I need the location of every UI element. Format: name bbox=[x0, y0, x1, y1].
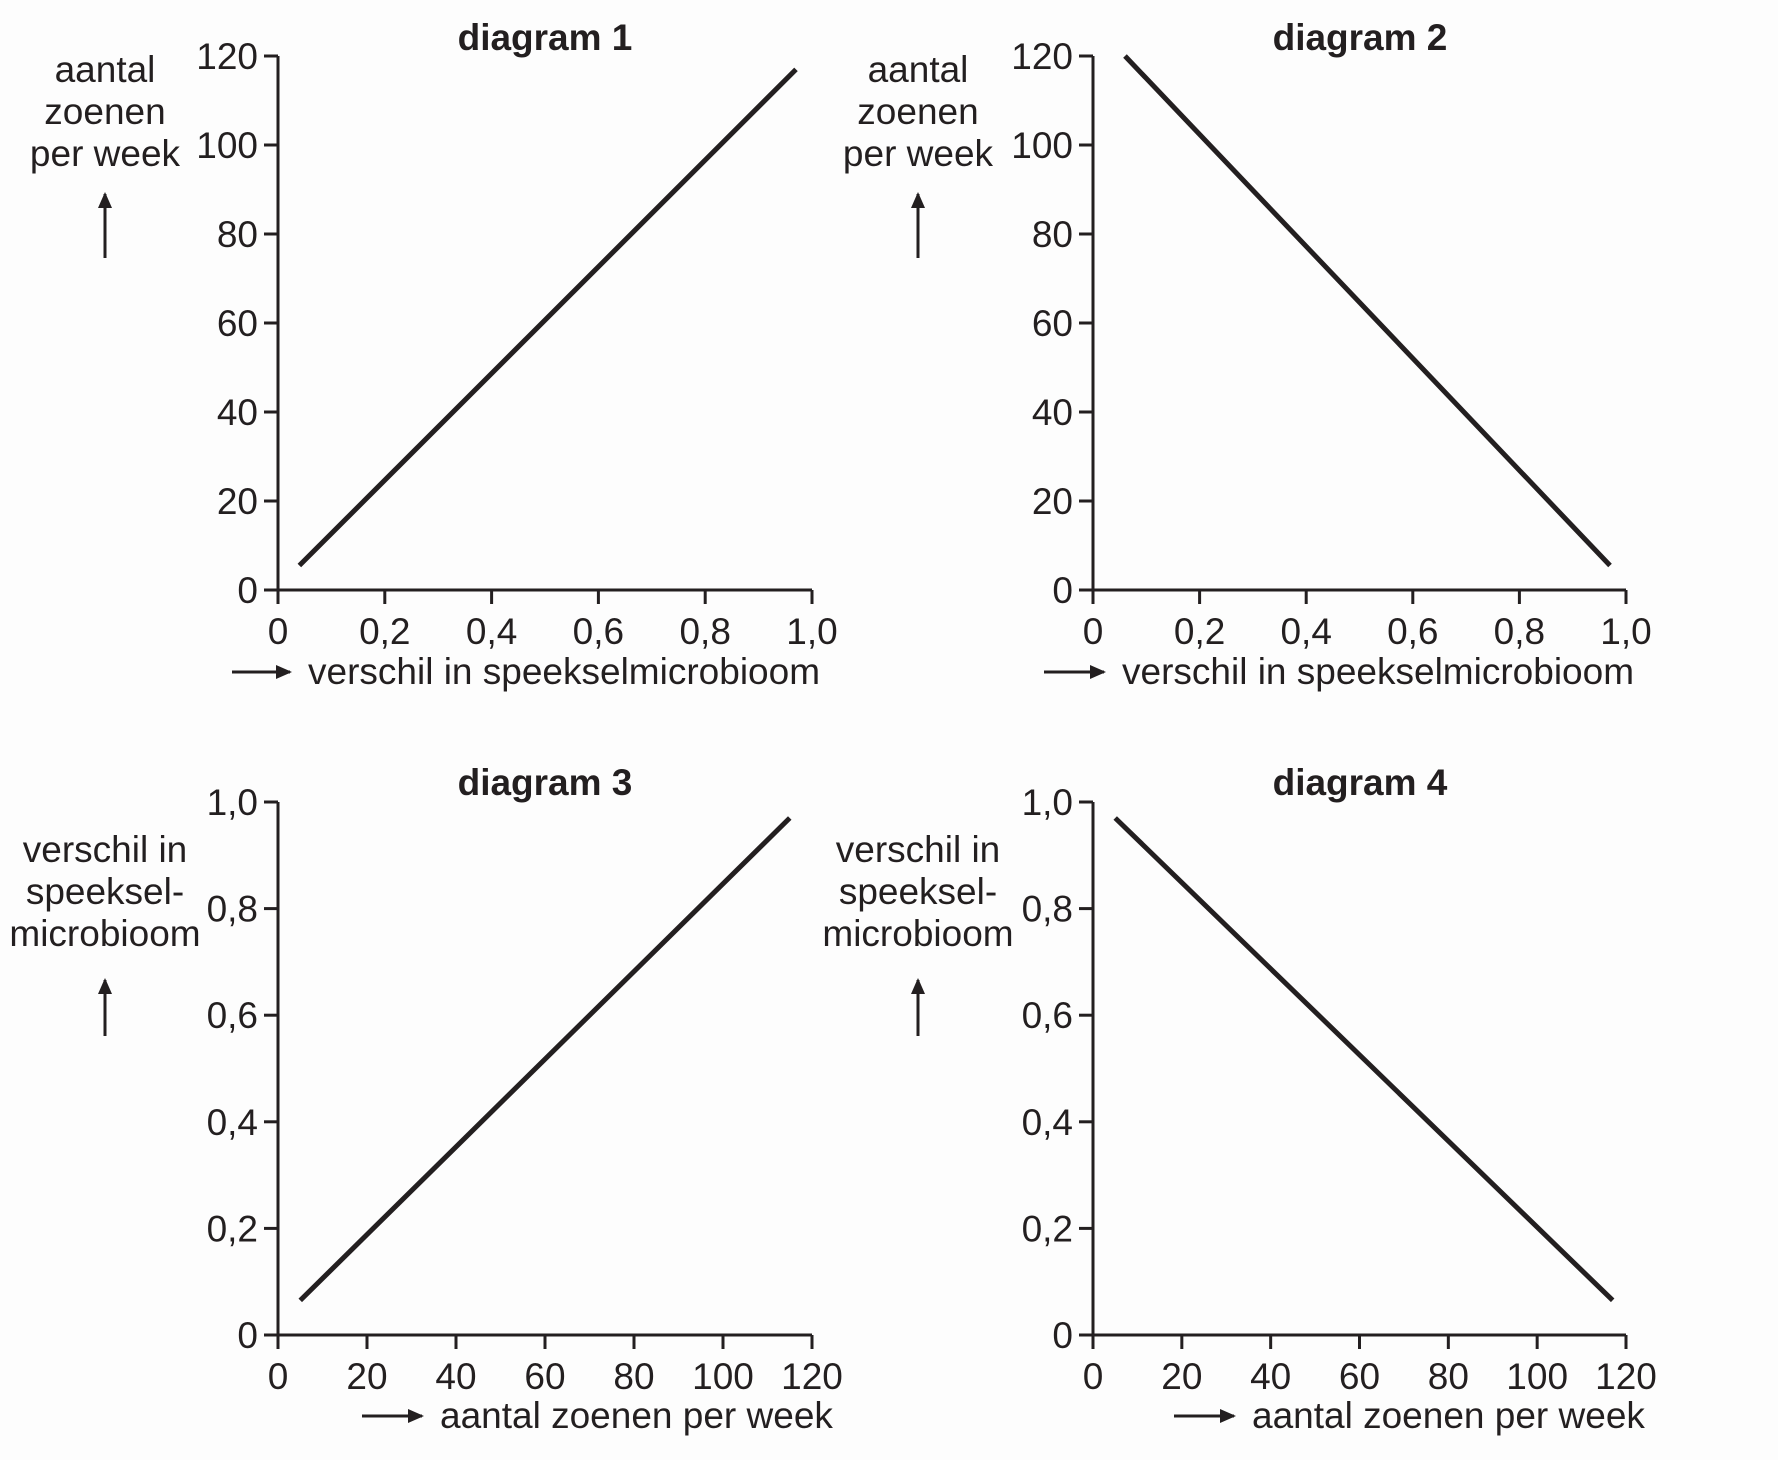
y-tick-label: 0,6 bbox=[1022, 995, 1073, 1036]
x-tick-label: 0,4 bbox=[1280, 611, 1331, 652]
y-axis-label-line: speeksel- bbox=[839, 871, 997, 912]
y-tick-label: 1,0 bbox=[1022, 782, 1073, 823]
x-axis-label: aantal zoenen per week bbox=[440, 1395, 833, 1436]
x-tick-label: 0,4 bbox=[466, 611, 517, 652]
y-tick-label: 0,4 bbox=[207, 1102, 258, 1143]
y-tick-label: 20 bbox=[1032, 481, 1073, 522]
series-line bbox=[298, 816, 792, 1303]
y-axis-label-line: verschil in bbox=[23, 829, 188, 870]
y-axis-label-line: zoenen bbox=[857, 91, 978, 132]
y-tick-label: 60 bbox=[1032, 303, 1073, 344]
series-line bbox=[1123, 54, 1612, 568]
y-tick-label: 120 bbox=[196, 36, 258, 77]
diagram-4-panel: diagram 4 0 0,2 0,4 0,6 0,8 1,0 0 20 40 60 80 100 120… bbox=[822, 762, 1656, 1436]
diagram-2-panel: diagram 2 0 20 40 60 80 100 120 0 0,2 0,4 0,6 0,8 1,0… bbox=[843, 17, 1652, 692]
y-tick-label: 0,6 bbox=[207, 995, 258, 1036]
y-axis-label-line: per week bbox=[30, 133, 181, 174]
x-tick-label: 0,2 bbox=[1174, 611, 1225, 652]
arrow-up-icon bbox=[98, 192, 112, 208]
y-axis-label-line: verschil in bbox=[836, 829, 1001, 870]
x-tick-label: 60 bbox=[524, 1356, 565, 1397]
y-axis-label-line: per week bbox=[843, 133, 994, 174]
y-axis-label-line: speeksel- bbox=[26, 871, 184, 912]
x-tick-label: 120 bbox=[781, 1356, 843, 1397]
chart-title: diagram 2 bbox=[1273, 17, 1448, 58]
y-tick-label: 0 bbox=[1052, 1315, 1073, 1356]
y-tick-label: 120 bbox=[1011, 36, 1073, 77]
y-tick-label: 0 bbox=[1052, 570, 1073, 611]
y-tick-label: 0 bbox=[237, 570, 258, 611]
y-tick-label: 80 bbox=[1032, 214, 1073, 255]
y-axis-label-line: aantal bbox=[868, 49, 969, 90]
chart-title: diagram 1 bbox=[458, 17, 633, 58]
x-tick-label: 40 bbox=[1250, 1356, 1291, 1397]
x-tick-label: 60 bbox=[1339, 1356, 1380, 1397]
y-tick-label: 0,8 bbox=[1022, 889, 1073, 930]
x-tick-label: 0,6 bbox=[1387, 611, 1438, 652]
y-axis-label-line: microbioom bbox=[9, 913, 200, 954]
x-tick-label: 20 bbox=[1161, 1356, 1202, 1397]
y-axis-label-line: microbioom bbox=[822, 913, 1013, 954]
y-tick-label: 0,8 bbox=[207, 889, 258, 930]
y-axis-label-line: aantal bbox=[55, 49, 156, 90]
x-tick-label: 0,8 bbox=[1494, 611, 1545, 652]
y-tick-label: 100 bbox=[196, 125, 258, 166]
chart-title: diagram 3 bbox=[458, 762, 633, 803]
y-tick-label: 0,2 bbox=[207, 1208, 258, 1249]
y-tick-label: 0,4 bbox=[1022, 1102, 1073, 1143]
x-tick-label: 0 bbox=[1083, 1356, 1104, 1397]
x-tick-label: 0 bbox=[268, 1356, 289, 1397]
y-axis-label-line: zoenen bbox=[44, 91, 165, 132]
x-tick-label: 120 bbox=[1595, 1356, 1657, 1397]
x-tick-label: 0,8 bbox=[679, 611, 730, 652]
y-tick-label: 100 bbox=[1011, 125, 1073, 166]
diagram-1-panel: diagram 1 0 20 40 60 80 100 120 0 0,2 0,4 0,6 0,8 1,0… bbox=[30, 17, 838, 692]
arrow-up-icon bbox=[911, 978, 925, 994]
y-tick-label: 1,0 bbox=[207, 782, 258, 823]
arrow-up-icon bbox=[98, 978, 112, 994]
x-tick-label: 40 bbox=[435, 1356, 476, 1397]
x-tick-label: 0 bbox=[1083, 611, 1104, 652]
arrow-right-icon bbox=[408, 1409, 424, 1423]
series-line bbox=[1113, 816, 1615, 1303]
x-tick-label: 0,2 bbox=[359, 611, 410, 652]
x-tick-label: 100 bbox=[692, 1356, 754, 1397]
chart-title: diagram 4 bbox=[1273, 762, 1448, 803]
y-tick-label: 40 bbox=[217, 392, 258, 433]
x-tick-label: 0 bbox=[268, 611, 289, 652]
arrow-right-icon bbox=[1220, 1409, 1236, 1423]
x-axis-label: aantal zoenen per week bbox=[1252, 1395, 1645, 1436]
x-tick-label: 0,6 bbox=[573, 611, 624, 652]
arrow-right-icon bbox=[276, 665, 292, 679]
y-tick-label: 60 bbox=[217, 303, 258, 344]
x-tick-label: 1,0 bbox=[1600, 611, 1651, 652]
x-tick-label: 80 bbox=[1428, 1356, 1469, 1397]
x-axis-label: verschil in speekselmicrobioom bbox=[308, 651, 820, 692]
x-tick-label: 80 bbox=[613, 1356, 654, 1397]
x-tick-label: 100 bbox=[1506, 1356, 1568, 1397]
y-tick-label: 80 bbox=[217, 214, 258, 255]
y-tick-label: 0,2 bbox=[1022, 1208, 1073, 1249]
arrow-right-icon bbox=[1090, 665, 1106, 679]
arrow-up-icon bbox=[911, 192, 925, 208]
y-tick-label: 20 bbox=[217, 481, 258, 522]
x-tick-label: 1,0 bbox=[786, 611, 837, 652]
y-tick-label: 0 bbox=[237, 1315, 258, 1356]
y-tick-label: 40 bbox=[1032, 392, 1073, 433]
x-axis-label: verschil in speekselmicrobioom bbox=[1122, 651, 1634, 692]
diagram-3-panel: diagram 3 0 0,2 0,4 0,6 0,8 1,0 0 20 40 60 80 100 120… bbox=[9, 762, 842, 1436]
series-line bbox=[297, 67, 798, 568]
x-tick-label: 20 bbox=[346, 1356, 387, 1397]
